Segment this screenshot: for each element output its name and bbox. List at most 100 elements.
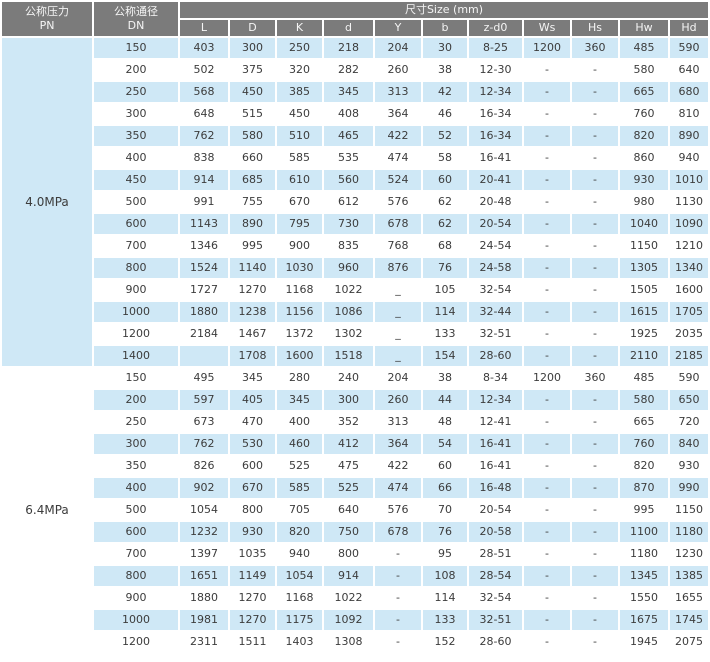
table-cell: 52 [423,125,467,146]
table-cell: 68 [438,239,452,253]
table-cell: - [572,81,618,102]
col-header-z-d0: z-d0 [469,19,522,36]
dn-cell: 400 [125,151,147,165]
table-row: 300 648 515 450 408 364 46 16-34 - - 760 810 [2,104,708,124]
table-cell: 930 [230,521,275,542]
table-cell: 914 [324,565,373,586]
table-cell: 16-34 [479,107,512,121]
table-cell: 375 [242,63,263,77]
table-cell: 12-34 [469,81,522,102]
table-cell: 30 [423,37,467,58]
pn-label: 4.0MPa [2,37,92,366]
table-cell: 995 [633,503,655,517]
table-cell: 890 [670,125,708,146]
table-cell: 1372 [285,327,314,341]
table-cell: 24-54 [479,239,512,253]
table-cell: 16-41 [469,433,522,454]
table-cell: - [396,547,400,561]
table-cell: 95 [438,547,452,561]
table-cell: _ [395,283,401,297]
table-cell: - [572,521,618,542]
table-cell: 1524 [180,257,228,278]
table-row: 500 1054 800 705 640 576 70 20-54 - - 995 1150 [2,500,708,520]
table-cell: 32-54 [479,591,512,605]
table-cell: 260 [387,63,409,77]
dn-cell: 500 [125,195,147,209]
table-cell: 1615 [620,301,668,322]
table-cell: 838 [193,151,215,165]
table-cell: - [396,591,400,605]
table-cell: 860 [633,151,655,165]
table-cell: 28-54 [469,565,522,586]
dn-cell: 800 [94,257,178,278]
table-cell: - [593,635,597,649]
table-cell: - [524,301,570,322]
pn-label: 6.4MPa [2,367,92,652]
table-cell: 32-44 [469,301,522,322]
dn-cell: 200 [125,63,147,77]
table-cell: - [593,503,597,517]
table-cell: 300 [324,389,373,410]
table-cell: 2035 [675,327,703,341]
table-cell: _ [375,301,421,322]
table-cell: 940 [289,547,310,561]
table-cell: - [572,565,618,586]
table-cell: 1238 [230,301,275,322]
dn-cell: 150 [94,37,178,58]
table-cell: 590 [678,371,700,385]
col-header-l: L [180,19,228,36]
table-cell: - [593,591,597,605]
table-cell: 20-54 [479,503,512,517]
table-cell: 665 [620,81,668,102]
table-cell: 32-54 [479,283,512,297]
table-cell: 590 [670,37,708,58]
table-cell: - [572,477,618,498]
table-cell: 1511 [238,635,267,649]
table-cell: - [545,459,549,473]
table-cell: 12-41 [479,415,512,429]
table-cell: 1385 [670,565,708,586]
table-cell: 313 [387,415,409,429]
table-cell: - [593,63,597,77]
table-cell: 800 [338,547,359,561]
table-row: 1400 1708 1600 1518 _ 154 28-60- -2110 2185 [2,345,708,366]
table-cell: 678 [375,521,421,542]
table-cell: - [545,283,549,297]
size-group-header: 尺寸Size (mm) [180,2,708,18]
table-row: 400 838 660 585 535 474 58 16-41 - - 860 940 [2,148,708,168]
table-cell: 1305 [620,257,668,278]
table-cell: 475 [338,459,359,473]
table-cell: 902 [180,477,228,498]
table-cell: 218 [324,37,373,58]
table-cell: 403 [180,37,228,58]
table-row: 600 1232 930 820 750 678 76 20-58- -1100 1180 [2,521,708,542]
table-cell: 16-48 [469,477,522,498]
col-header-pn: 公称压力 PN [2,2,92,36]
table-cell: 1180 [630,547,658,561]
table-row: 250 568 450 385 345 313 42 12-34- -665 680 [2,81,708,102]
table-cell: 730 [324,213,373,234]
dn-cell: 900 [125,283,147,297]
table-cell: 1086 [324,301,373,322]
table-cell: 364 [375,433,421,454]
table-cell: 660 [242,151,263,165]
table-cell: 610 [277,169,322,190]
table-cell: 76 [423,257,467,278]
table-cell: 1880 [190,591,218,605]
table-cell: 495 [193,371,215,385]
table-cell: 152 [434,635,456,649]
table-cell: 405 [230,389,275,410]
table-cell: 990 [670,477,708,498]
table-cell: 465 [324,125,373,146]
table-cell: 940 [678,151,700,165]
table-cell: - [545,327,549,341]
table-cell: 1880 [180,301,228,322]
table-cell: 24-58 [469,257,522,278]
table-cell: 1397 [190,547,218,561]
table-cell: 1035 [238,547,267,561]
dn-cell: 500 [125,503,147,517]
table-cell: 1022 [334,283,363,297]
col-header-y: Y [375,19,421,36]
